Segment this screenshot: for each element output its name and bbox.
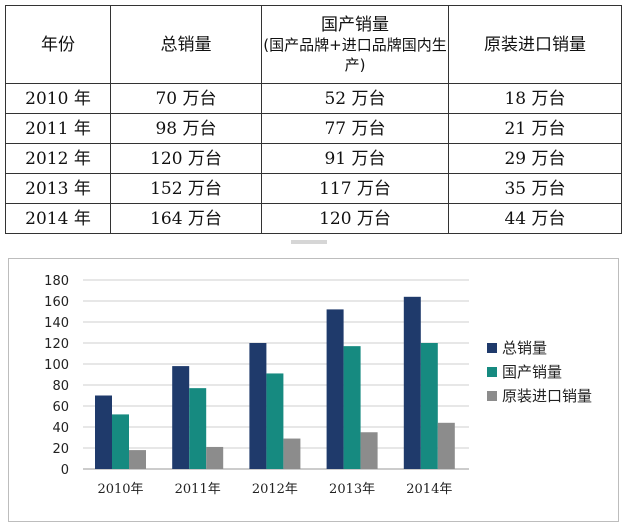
bar-domestic xyxy=(266,373,284,469)
bar-import xyxy=(283,438,301,469)
bar-import xyxy=(360,432,378,469)
cell-domestic: 120 万台 xyxy=(261,203,449,234)
cell-import: 21 万台 xyxy=(448,113,622,144)
bar-domestic xyxy=(112,414,129,469)
bar-total xyxy=(249,343,267,469)
cell-year: 2013 年 xyxy=(5,173,111,204)
cell-import: 18 万台 xyxy=(448,83,622,114)
bar-import xyxy=(206,446,224,469)
legend-label: 总销量 xyxy=(502,339,547,357)
cell-total: 152 万台 xyxy=(110,173,262,204)
x-tick-label: 2010年 xyxy=(97,482,143,497)
table-row: 2013 年 152 万台 117 万台 35 万台 xyxy=(5,173,622,204)
bar-domestic xyxy=(189,388,207,469)
table-row: 2012 年 120 万台 91 万台 29 万台 xyxy=(5,143,622,174)
legend-swatch xyxy=(487,391,497,401)
legend-label: 原装进口销量 xyxy=(502,387,592,405)
header-domestic-note: (国产品牌+进口品牌国内生产) xyxy=(263,35,447,74)
y-tick-label: 120 xyxy=(44,337,69,352)
bar-domestic xyxy=(343,346,361,469)
bar-total xyxy=(95,395,112,469)
y-tick-label: 160 xyxy=(44,295,69,310)
chart-svg: 0 20 40 60 80 100 120 140 160 180 2010年 2011年 2012年 2… xyxy=(44,274,592,497)
cell-year: 2011 年 xyxy=(5,113,111,144)
header-domestic-title: 国产销量 xyxy=(321,14,389,35)
cell-domestic: 117 万台 xyxy=(261,173,449,204)
bar-total xyxy=(326,309,344,469)
cell-year: 2012 年 xyxy=(5,143,111,174)
cell-import: 35 万台 xyxy=(448,173,622,204)
legend-label: 国产销量 xyxy=(502,363,562,381)
legend-swatch xyxy=(487,343,497,353)
cell-domestic: 77 万台 xyxy=(261,113,449,144)
y-tick-label: 20 xyxy=(52,442,69,457)
header-total-sales: 总销量 xyxy=(110,5,262,84)
legend-swatch xyxy=(487,367,497,377)
cell-total: 98 万台 xyxy=(110,113,262,144)
cell-year: 2010 年 xyxy=(5,83,111,114)
bar-import xyxy=(129,450,146,469)
y-tick-label: 140 xyxy=(44,316,69,331)
cell-import: 44 万台 xyxy=(448,203,622,234)
x-tick-label: 2012年 xyxy=(252,482,298,497)
bar-chart: 0 20 40 60 80 100 120 140 160 180 2010年 2011年 2012年 2… xyxy=(8,258,619,522)
bar-total xyxy=(172,366,190,469)
x-tick-label: 2011年 xyxy=(175,482,221,497)
sales-table: 年份 总销量 国产销量 (国产品牌+进口品牌国内生产) 原装进口销量 2010 … xyxy=(5,5,622,234)
y-tick-label: 80 xyxy=(52,379,69,394)
x-tick-label: 2014年 xyxy=(406,482,452,497)
table-row: 2011 年 98 万台 77 万台 21 万台 xyxy=(5,113,622,144)
cell-domestic: 91 万台 xyxy=(261,143,449,174)
header-year: 年份 xyxy=(5,5,111,84)
table-row: 2014 年 164 万台 120 万台 44 万台 xyxy=(5,203,622,234)
y-tick-label: 0 xyxy=(61,463,69,478)
cell-total: 120 万台 xyxy=(110,143,262,174)
header-import-sales: 原装进口销量 xyxy=(448,5,622,84)
y-tick-label: 180 xyxy=(44,274,69,289)
cell-domestic: 52 万台 xyxy=(261,83,449,114)
y-tick-label: 60 xyxy=(52,400,69,415)
cell-total: 70 万台 xyxy=(110,83,262,114)
bar-import xyxy=(437,422,455,469)
bar-domestic xyxy=(420,343,438,469)
table-header-row: 年份 总销量 国产销量 (国产品牌+进口品牌国内生产) 原装进口销量 xyxy=(5,5,622,84)
y-tick-label: 100 xyxy=(44,358,69,373)
cell-import: 29 万台 xyxy=(448,143,622,174)
y-tick-label: 40 xyxy=(52,421,69,436)
scan-mark xyxy=(291,240,327,244)
cell-year: 2014 年 xyxy=(5,203,111,234)
x-tick-label: 2013年 xyxy=(329,482,375,497)
bar-total xyxy=(403,296,421,469)
header-domestic-sales: 国产销量 (国产品牌+进口品牌国内生产) xyxy=(261,5,449,84)
cell-total: 164 万台 xyxy=(110,203,262,234)
table-row: 2010 年 70 万台 52 万台 18 万台 xyxy=(5,83,622,114)
